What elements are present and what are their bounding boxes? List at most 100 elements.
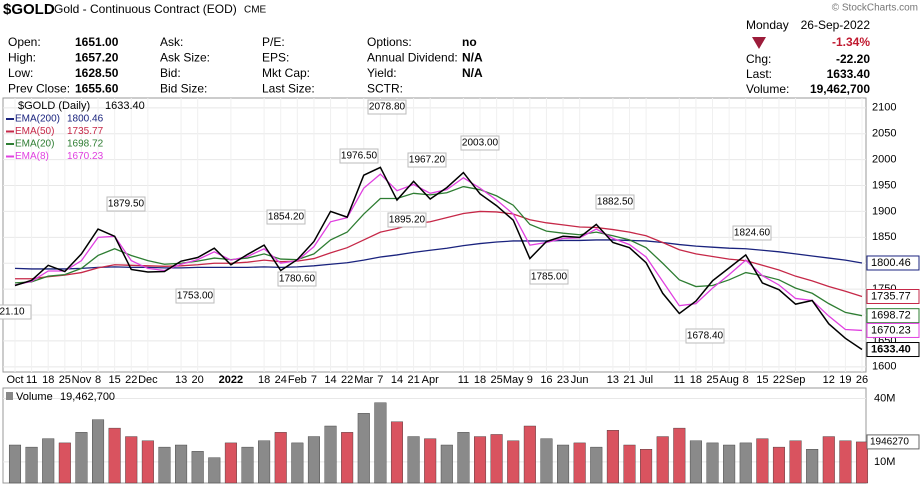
last-badge-value: 1735.77 [871,290,911,302]
x-tick-label: May [503,374,524,386]
volume-bar [855,441,869,484]
last-badge-value: 1670.23 [871,324,911,336]
x-tick-label: Oct [6,374,23,386]
volume-bar [689,440,702,484]
x-tick-label: Jul [639,374,653,386]
legend-name: EMA(8) [15,151,49,162]
change-pct: -1.34% [832,35,870,49]
volume-bar [756,438,769,484]
field-label: SCTR: [367,82,403,96]
annotation: 1824.60 [734,228,771,239]
volume-bar [307,436,320,484]
annotation-box [407,152,447,168]
volume-bar [606,430,619,484]
x-tick-label: 22 [125,374,137,386]
annotation-box [266,209,306,225]
x-tick-label: 18 [42,374,54,386]
chg: -22.20 [836,52,870,66]
x-tick-label: Dec [138,374,158,386]
annotation-box [595,194,635,210]
volume-bar [291,442,304,484]
x-tick-label: 22 [773,374,785,386]
field-label: EPS: [262,51,289,65]
price-line [14,166,863,351]
volume-bar [125,436,138,484]
volume-bar [772,446,785,484]
field-value: 1657.20 [75,51,119,65]
volume-bar [208,457,221,484]
last-badge [866,255,920,271]
field-label: Bid Size: [160,82,207,96]
field-label: Open: [8,35,41,49]
volume-bar [557,444,570,484]
volume-bar [656,436,669,484]
y-tick-label: 1900 [872,205,896,217]
volume-bar [822,436,835,484]
volume-label: Volume: [746,82,789,96]
legend-name: EMA(50) [15,126,54,137]
x-tick-label: 16 [540,374,552,386]
annotation: 1879.50 [108,199,145,210]
last-price-value: 1633.40 [871,343,911,355]
x-tick-label: 20 [192,374,204,386]
volume-bar [474,436,487,484]
last-badge [866,288,920,304]
volume-bar [623,444,636,484]
x-tick-label: Aug [719,374,739,386]
volume-bar [374,402,387,484]
ema-line [14,173,863,332]
volume-bar [457,432,470,484]
field-value: 1628.50 [75,66,119,80]
y-tick-label: 1850 [872,231,896,243]
volume-bar [75,432,88,484]
x-tick-label: 14 [324,374,336,386]
legend-name: EMA(200) [15,114,60,125]
field-label: High: [8,51,36,65]
volume-legend-value: 19,462,700 [60,391,115,403]
volume-bar [739,442,752,484]
field-label: Bid: [160,66,181,80]
annotation-box [387,212,427,228]
field-label: Mkt Cap: [262,66,310,80]
volume: 19,462,700 [810,82,870,96]
x-tick-label: 21 [407,374,419,386]
volume-bar [158,446,171,484]
volume-bar [523,425,536,484]
volume-bar [92,419,105,484]
volume-bar [640,449,653,484]
x-tick-label: 18 [474,374,486,386]
annotation: 1678.40 [687,331,724,342]
x-tick-label: 2022 [219,374,243,386]
volume-bar [324,425,337,484]
x-tick-label: Mar [354,374,373,386]
x-tick-label: 19 [839,374,851,386]
volume-bar [424,438,437,484]
field-label: Options: [367,35,412,49]
x-tick-label: 8 [743,374,749,386]
x-tick-label: 13 [607,374,619,386]
annotation-box [529,269,569,285]
volume-badge [866,434,920,450]
x-tick-label: 18 [690,374,702,386]
field-value: N/A [462,66,483,80]
annotation: 1780.60 [279,274,316,285]
volume-bar [390,421,403,484]
field-label: Annual Dividend: [367,51,458,65]
last-badge-value: 1800.46 [871,257,911,269]
x-tick-label: Nov [72,374,92,386]
x-tick-label: 13 [175,374,187,386]
field-label: Yield: [367,66,397,80]
x-tick-label: 9 [527,374,533,386]
last-badge-value: 1698.72 [871,310,911,322]
chg-label: Chg: [746,52,771,66]
volume-bar [723,444,736,484]
field-value: 1651.00 [75,35,119,49]
volume-bar [274,432,287,484]
annotation-box [685,328,725,344]
last: 1633.40 [827,67,871,81]
x-tick-label: 15 [756,374,768,386]
annotation-box [460,135,500,151]
volume-bar [590,446,603,484]
y-tick-label: 2000 [872,154,896,166]
